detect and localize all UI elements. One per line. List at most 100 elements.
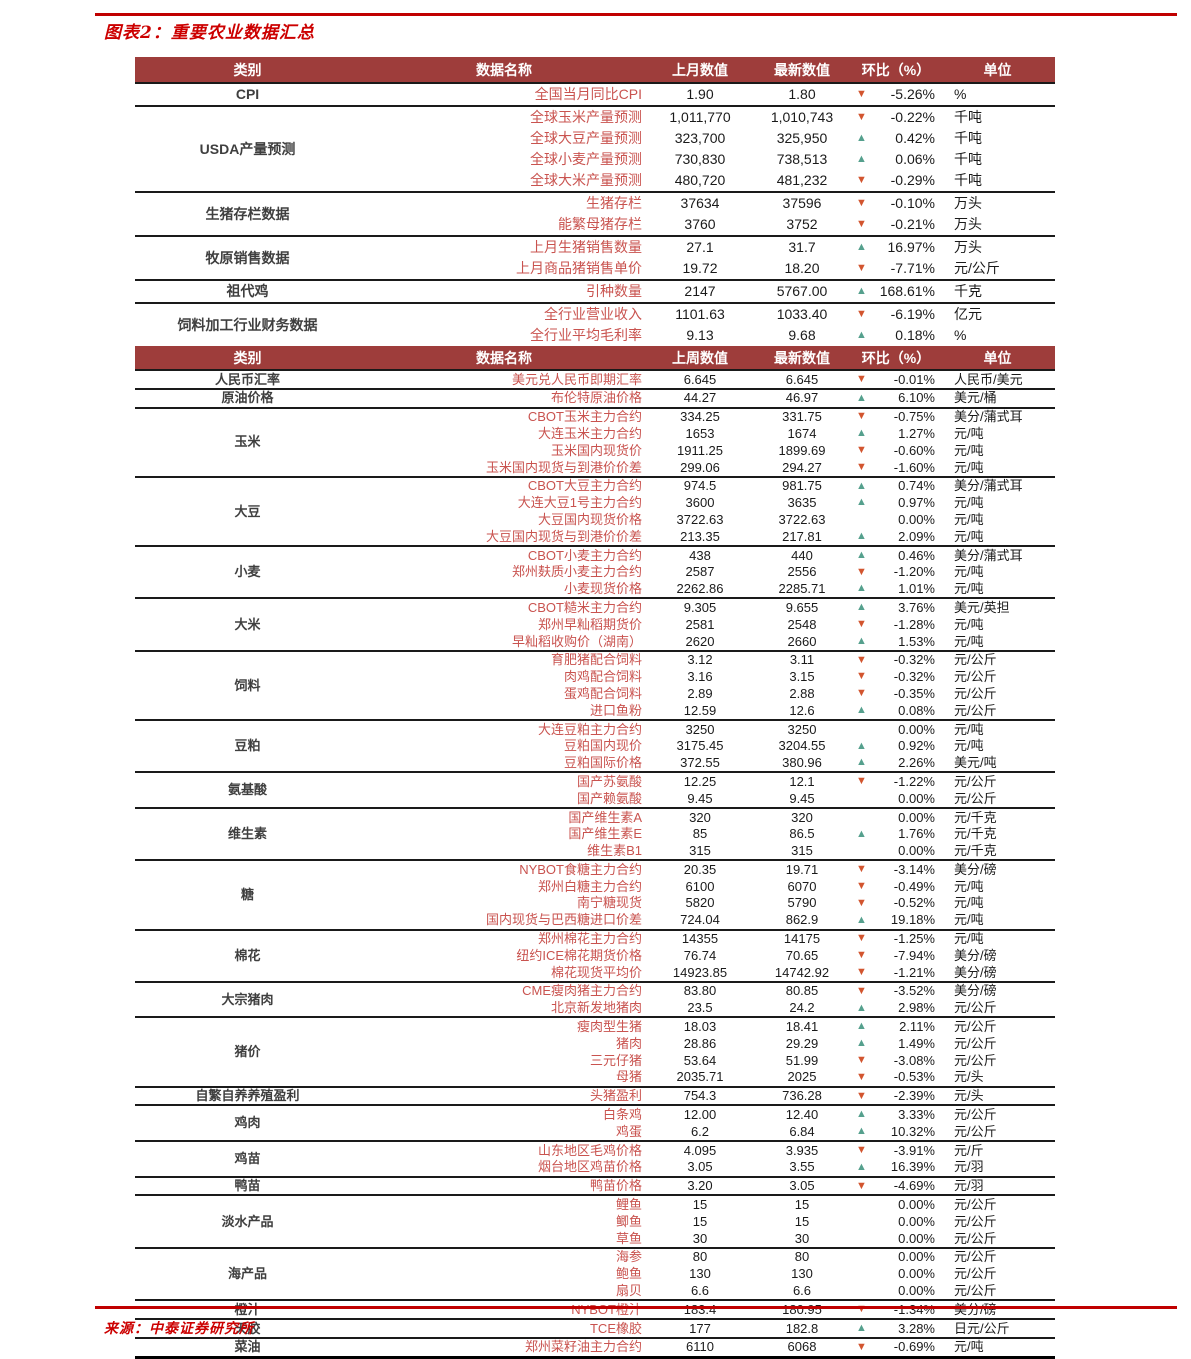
prev-value-cell: 18.03 xyxy=(648,1016,752,1036)
arrow-up-icon: ▲ xyxy=(856,496,867,509)
latest-value-cell: 325,950 xyxy=(776,130,828,147)
arrow-down-icon: ▼ xyxy=(856,618,867,631)
category-cell: 菜油 xyxy=(135,1336,360,1358)
category-cell: 生猪存栏数据 xyxy=(135,191,360,236)
latest-value-cell: 14742.92 xyxy=(774,964,830,980)
data-name-cell: 引种数量 xyxy=(360,279,648,303)
data-name-cell: 三元仔猪 xyxy=(589,1052,642,1068)
table-row: 大连大豆1号主力合约 3600 3635 ▲ 0.97% 元/吨 xyxy=(135,495,1055,512)
column-header: 单位 xyxy=(940,57,1055,83)
table-row: 全球小麦产量预测 730,830 738,513 ▲ 0.06% 千吨 xyxy=(135,149,1055,170)
prev-value-cell: 2581 xyxy=(685,616,715,632)
change-cell: ▼ -1.34% xyxy=(852,1299,940,1320)
change-value: 0.18% xyxy=(895,327,935,344)
prev-value-cell: 12.00 xyxy=(648,1104,752,1124)
change-value: 0.00% xyxy=(898,511,935,527)
change-value: -3.52% xyxy=(893,983,935,999)
prev-value-cell: 6110 xyxy=(648,1336,752,1358)
unit-cell: 美分/蒲式耳 xyxy=(940,406,1055,426)
change-value: 1.01% xyxy=(898,581,935,597)
column-header: 上周数值 xyxy=(648,346,752,370)
data-name-cell: 母猪 xyxy=(615,1069,642,1085)
data-name-cell: CBOT小麦主力合约 xyxy=(360,544,648,564)
change-value: 1.76% xyxy=(898,826,935,842)
change-value: -0.22% xyxy=(890,109,935,126)
latest-value-cell: 1.80 xyxy=(752,82,852,106)
latest-value-cell: 15 xyxy=(752,1194,852,1214)
latest-value-cell: 182.8 xyxy=(752,1318,852,1338)
table-row: 鲫鱼 15 15 0.00% 元/公斤 xyxy=(135,1213,1055,1230)
prev-value-cell: 754.3 xyxy=(648,1085,752,1106)
prev-value-cell: 6100 xyxy=(685,878,715,894)
unit-cell: 万头 xyxy=(940,191,1055,214)
data-name-cell: 早籼稻收购价（湖南） xyxy=(511,633,642,649)
table-row: 豆粕 大连豆粕主力合约 3250 3250 0.00% 元/吨 xyxy=(135,718,1055,773)
category-cell: 氨基酸 xyxy=(135,771,360,808)
prev-value-cell: 2587 xyxy=(685,564,715,580)
unit-cell: 元/吨 xyxy=(954,912,984,928)
category-cell: 祖代鸡 xyxy=(135,279,360,303)
data-name-cell: 玉米国内现货价 xyxy=(550,442,642,458)
change-value: -0.49% xyxy=(893,878,935,894)
change-value: -1.25% xyxy=(893,931,935,947)
arrow-up-icon: ▲ xyxy=(856,1001,867,1014)
arrow-down-icon: ▼ xyxy=(856,984,867,997)
change-cell: 0.00% xyxy=(852,1246,940,1266)
change-value: -0.69% xyxy=(893,1339,935,1355)
unit-cell: 千吨 xyxy=(940,105,1055,128)
column-header: 数据名称 xyxy=(360,57,648,83)
change-cell: ▲ 16.39% xyxy=(852,1159,940,1177)
table-row: 自繁自养养殖盈利 头猪盈利 754.3 736.28 ▼ -2.39% 元/头 xyxy=(135,1085,1055,1106)
category-cell: 糖 xyxy=(135,859,360,930)
data-name-cell: 维生素B1 xyxy=(587,843,642,859)
category-cell: 大豆 xyxy=(135,475,360,546)
change-cell: ▼ -0.32% xyxy=(852,669,940,686)
change-cell: ▲ 1.01% xyxy=(852,581,940,599)
change-cell: ▲ 2.98% xyxy=(852,1000,940,1018)
change-value: -0.35% xyxy=(893,685,935,701)
arrow-down-icon: ▼ xyxy=(856,1143,867,1156)
table-row: 早籼稻收购价（湖南） 2620 2660 ▲ 1.53% 元/吨 xyxy=(135,633,1055,651)
category-cell: 饲料 xyxy=(135,649,360,720)
latest-value-cell: 46.97 xyxy=(752,387,852,408)
change-cell: ▲ 0.18% xyxy=(852,325,940,346)
unit-cell: 元/公斤 xyxy=(954,1052,997,1068)
change-value: -6.19% xyxy=(890,306,935,323)
data-name-cell: 玉米国内现货与到港价价差 xyxy=(485,459,642,475)
change-value: -0.60% xyxy=(893,442,935,458)
data-name-cell: 大豆国内现货与到港价价差 xyxy=(485,528,642,544)
change-cell: ▼ -3.14% xyxy=(852,859,940,879)
latest-value-cell: 320 xyxy=(752,806,852,826)
table-row: 全球大米产量预测 480,720 481,232 ▼ -0.29% 千吨 xyxy=(135,170,1055,192)
unit-cell: 元/公斤 xyxy=(954,1000,997,1016)
table-row: 玉米国内现货价 1911.25 1899.69 ▼ -0.60% 元/吨 xyxy=(135,442,1055,459)
table-row: 郑州麸质小麦主力合约 2587 2556 ▼ -1.20% 元/吨 xyxy=(135,564,1055,581)
change-value: -0.32% xyxy=(893,669,935,685)
change-value: 2.98% xyxy=(898,1000,935,1016)
data-name-cell: 国产维生素E xyxy=(568,826,642,842)
unit-cell: 元/公斤 xyxy=(954,702,997,718)
data-name-cell: 美元兑人民币即期汇率 xyxy=(360,369,648,389)
table-row: 扇贝 6.6 6.6 0.00% 元/公斤 xyxy=(135,1282,1055,1300)
latest-value-cell: 18.20 xyxy=(784,260,820,277)
table-row: 鸭苗 鸭苗价格 3.20 3.05 ▼ -4.69% 元/羽 xyxy=(135,1175,1055,1196)
top-red-rule xyxy=(95,13,1177,16)
latest-value-cell: 481,232 xyxy=(776,172,828,189)
table-row: USDA产量预测 全球玉米产量预测 1,011,770 1,010,743 ▼ -0.22… xyxy=(135,105,1055,192)
latest-value-cell: 37596 xyxy=(752,191,852,214)
prev-value-cell: 1101.63 xyxy=(648,302,752,325)
prev-value-cell: 12.25 xyxy=(648,771,752,791)
arrow-down-icon: ▼ xyxy=(856,653,867,666)
arrow-down-icon: ▼ xyxy=(856,1070,867,1083)
change-value: 0.00% xyxy=(898,790,935,806)
unit-cell: 元/吨 xyxy=(940,928,1055,948)
change-cell: ▲ 6.10% xyxy=(852,387,940,408)
data-name-cell: 纽约ICE棉花期货价格 xyxy=(516,947,642,963)
unit-cell: 美分/磅 xyxy=(940,1299,1055,1320)
latest-value-cell: 3635 xyxy=(787,495,817,511)
change-cell: ▼ -5.26% xyxy=(852,82,940,106)
prev-value-cell: 15 xyxy=(692,1213,708,1229)
data-name-cell: 郑州菜籽油主力合约 xyxy=(360,1336,648,1358)
prev-value-cell: 323,700 xyxy=(674,130,726,147)
change-value: 19.18% xyxy=(890,912,935,928)
